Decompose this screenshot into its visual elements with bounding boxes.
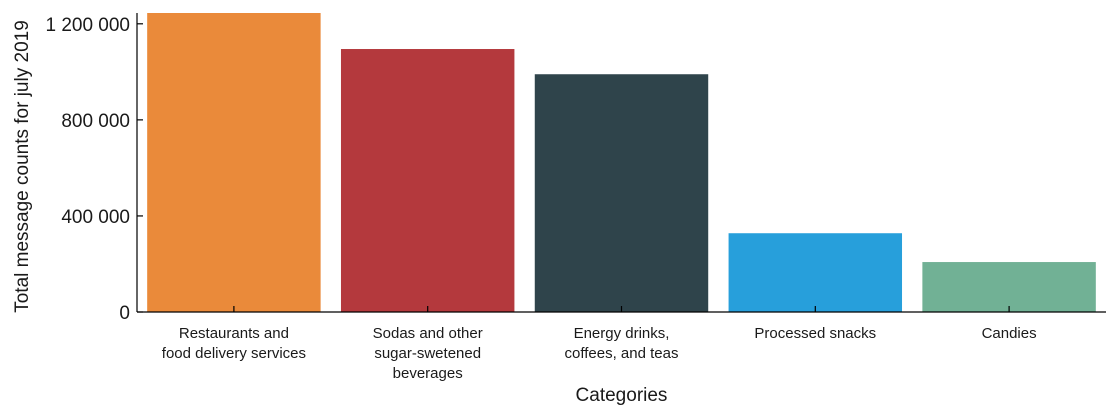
- x-tick-label: Restaurants and food delivery services: [162, 325, 306, 362]
- y-tick-label: 400 000: [61, 207, 130, 228]
- bar-0: [147, 13, 321, 312]
- bar-3: [728, 233, 903, 312]
- x-axis-title: Categories: [576, 385, 668, 406]
- x-tick-label: Candies: [982, 325, 1037, 342]
- x-tick-label: Energy drinks, coffees, and teas: [565, 325, 679, 362]
- bar-4: [922, 262, 1096, 312]
- x-tick-label: Sodas and other sugar-swetened beverages: [373, 325, 483, 382]
- bars-layer: [147, 13, 1096, 313]
- x-tick-label: Processed snacks: [754, 325, 876, 342]
- y-tick-label: 1 200 000: [45, 15, 130, 36]
- y-axis-title: Total message counts for july 2019: [12, 20, 33, 313]
- y-tick-label: 800 000: [61, 111, 130, 132]
- x-ticks: Restaurants and food delivery services Sod…: [162, 306, 1037, 382]
- bar-2: [534, 74, 709, 313]
- y-tick-label: 0: [119, 303, 130, 324]
- bar-1: [340, 49, 515, 313]
- y-ticks: 0 400 000 800 000 1 200 000: [45, 15, 143, 324]
